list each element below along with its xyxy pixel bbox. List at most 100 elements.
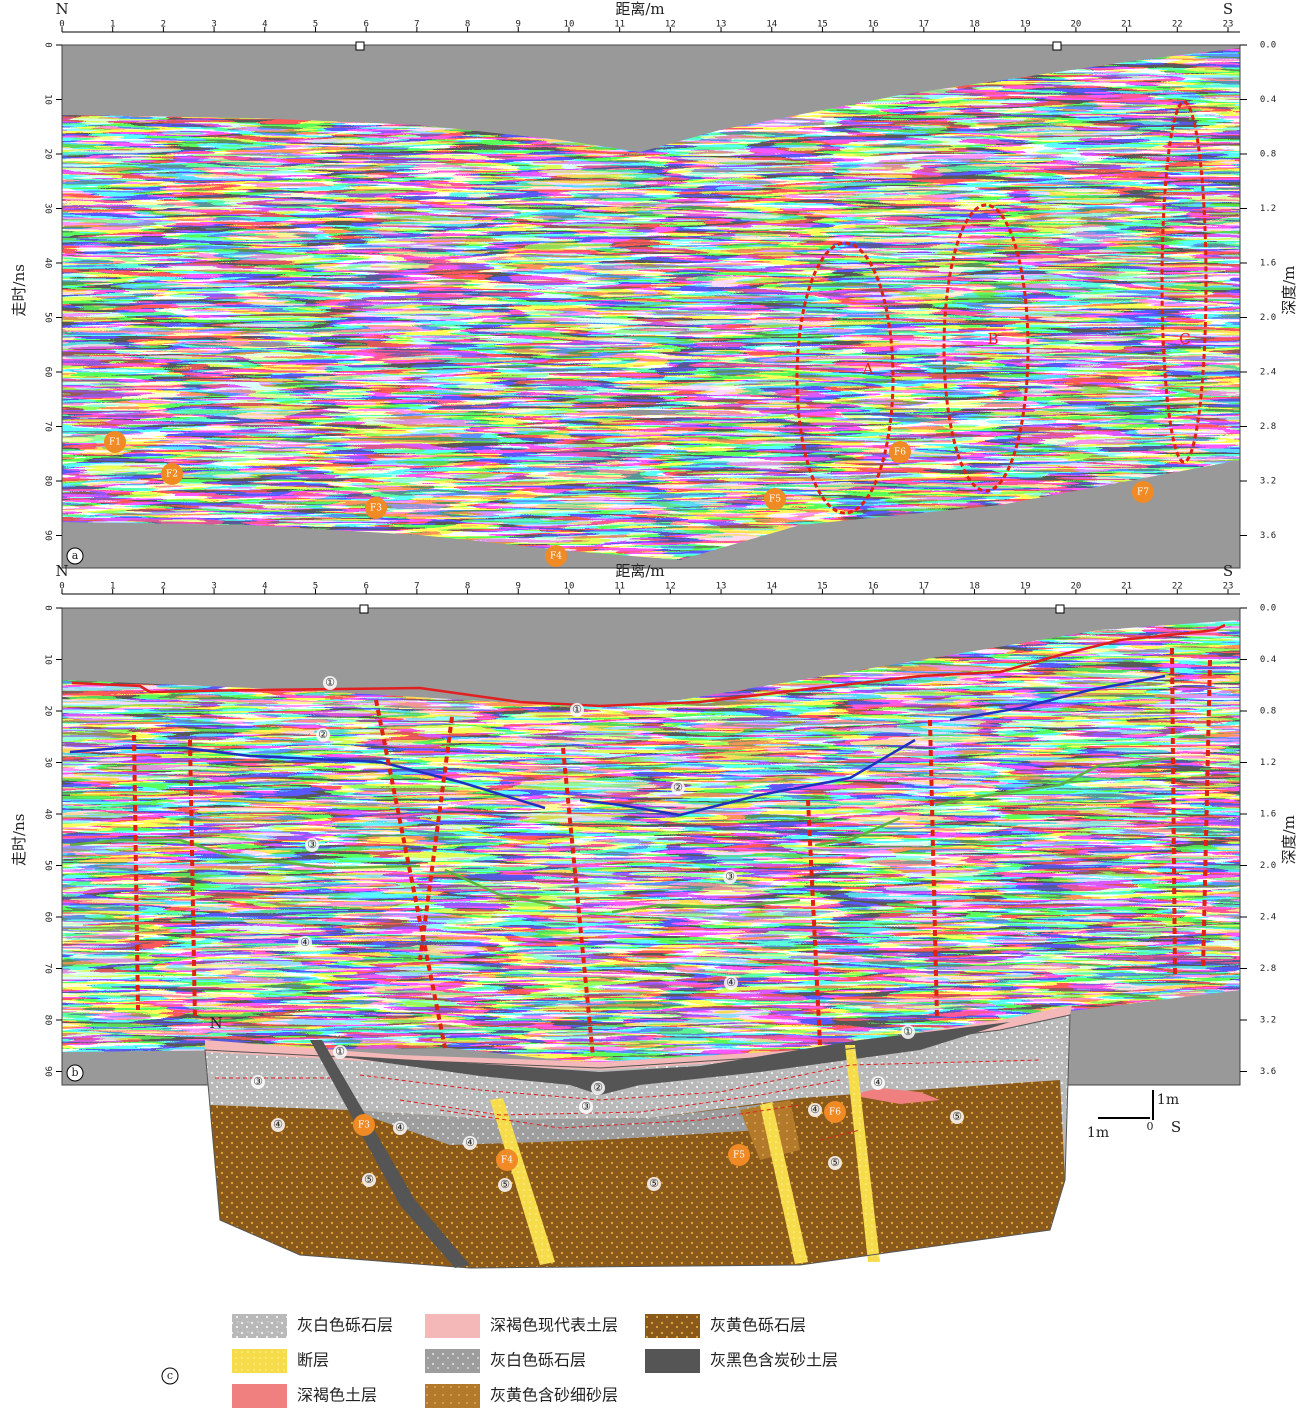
fault-line — [1170, 647, 1177, 979]
fault-marker — [353, 1114, 375, 1136]
y-tick-label: 70 — [43, 421, 53, 432]
y-axis-title: 走时/ns — [10, 814, 28, 866]
x-tick-label: 21 — [1121, 20, 1132, 30]
panel-label-circle — [161, 1367, 179, 1385]
scale-origin: 0 — [1147, 1120, 1154, 1133]
mid-gravel — [350, 1102, 780, 1145]
layer-marker — [950, 1110, 964, 1124]
layer-marker — [724, 976, 738, 990]
scale-label: 1m — [1157, 1092, 1179, 1108]
fault-line — [418, 716, 454, 961]
x-tick-label: 17 — [918, 20, 929, 30]
legend-label: 断层 — [297, 1351, 329, 1370]
x-tick-label: 9 — [516, 582, 521, 592]
south-label: S — [1171, 1118, 1181, 1136]
y2-tick-label: 2.8 — [1260, 964, 1276, 974]
fault-line — [561, 747, 595, 1058]
legend-label: 灰白色砾石层 — [490, 1351, 586, 1370]
layer-label: ③ — [725, 870, 735, 883]
y-tick-label: 30 — [43, 757, 53, 768]
ellipse-a — [795, 241, 895, 515]
marker — [359, 604, 369, 614]
x-tick-label: 13 — [716, 20, 727, 30]
dark-layer — [330, 1022, 1010, 1095]
layer-label: ⑤ — [830, 1156, 840, 1169]
marker — [1052, 41, 1062, 51]
y2-tick-label: 2.0 — [1260, 861, 1276, 871]
x-tick-label: 7 — [414, 20, 419, 30]
x-tick-label: 14 — [766, 582, 777, 592]
layer-marker — [647, 1177, 661, 1191]
x-tick-label: 0 — [59, 582, 64, 592]
layer-marker — [871, 1076, 885, 1090]
anomaly-label: C — [1179, 330, 1190, 348]
legend-label: 灰白色砾石层 — [297, 1316, 393, 1335]
fault-label: F5 — [769, 495, 781, 505]
blue-horizon — [949, 674, 1166, 722]
x-tick-label: 3 — [211, 20, 216, 30]
layer-marker — [591, 1081, 605, 1095]
x-tick-label: 7 — [414, 582, 419, 592]
y-tick-label: 30 — [43, 203, 53, 214]
fault-label: F7 — [1137, 488, 1149, 498]
x-tick-label: 12 — [665, 582, 676, 592]
contact — [399, 1079, 841, 1116]
layer-marker — [305, 838, 319, 852]
contact — [359, 1059, 1041, 1101]
layer-marker — [393, 1121, 407, 1135]
y2-tick-label: 1.2 — [1260, 758, 1276, 768]
y2-tick-label: 1.6 — [1260, 259, 1276, 269]
legend-swatch — [645, 1314, 700, 1338]
layer-marker — [251, 1075, 265, 1089]
legend-swatch — [232, 1349, 287, 1373]
y-tick-label: 90 — [43, 1066, 53, 1077]
y-tick-label: 0 — [43, 605, 53, 610]
x-tick-label: 6 — [363, 20, 368, 30]
y2-tick-label: 0.8 — [1260, 150, 1276, 160]
x-tick-label: 11 — [614, 20, 625, 30]
x-tick-label: 1 — [110, 582, 115, 592]
x-tick-label: 20 — [1070, 582, 1081, 592]
fault-marker — [824, 1101, 846, 1123]
fault-marker — [728, 1144, 750, 1166]
x-tick-label: 14 — [766, 20, 777, 30]
panel-label-circle — [66, 547, 84, 565]
y-tick-label: 60 — [43, 912, 53, 923]
x-tick-label: 21 — [1121, 582, 1132, 592]
anomaly-label: A — [862, 360, 874, 378]
y2-tick-label: 1.6 — [1260, 810, 1276, 820]
layer-marker — [828, 1156, 842, 1170]
fault-label: F3 — [370, 504, 382, 514]
fault-line — [132, 734, 140, 1011]
layer-marker — [808, 1103, 822, 1117]
fault-marker — [104, 431, 126, 453]
interpreted-horizons — [69, 623, 1226, 914]
legend-swatch — [425, 1349, 480, 1373]
x-tick-label: 13 — [716, 582, 727, 592]
surface-line — [71, 623, 1226, 708]
y-tick-label: 10 — [43, 654, 53, 665]
x-tick-label: 2 — [161, 582, 166, 592]
x-tick-label: 4 — [262, 582, 267, 592]
x-tick-label: 8 — [465, 20, 470, 30]
y-axis-title: 走时/ns — [10, 264, 28, 316]
layer-label: ④ — [726, 976, 736, 989]
y-tick-label: 80 — [43, 1015, 53, 1026]
x-tick-label: 23 — [1223, 582, 1234, 592]
fault-marker — [1132, 481, 1154, 503]
x-tick-label: 22 — [1172, 20, 1183, 30]
y2-tick-label: 0.8 — [1260, 707, 1276, 717]
fault-marker — [365, 497, 387, 519]
fault-marker — [764, 488, 786, 510]
fault-marker — [545, 545, 567, 567]
layer-marker — [579, 1100, 593, 1114]
marker — [1055, 604, 1065, 614]
y2-tick-label: 3.6 — [1260, 1067, 1276, 1077]
south-label: S — [1223, 0, 1233, 18]
legend-label: 深褐色土层 — [297, 1386, 377, 1405]
layer-label: ② — [673, 781, 683, 794]
y-tick-label: 40 — [43, 809, 53, 820]
layer-label: ④ — [273, 1118, 283, 1131]
blue-horizon — [69, 746, 546, 810]
